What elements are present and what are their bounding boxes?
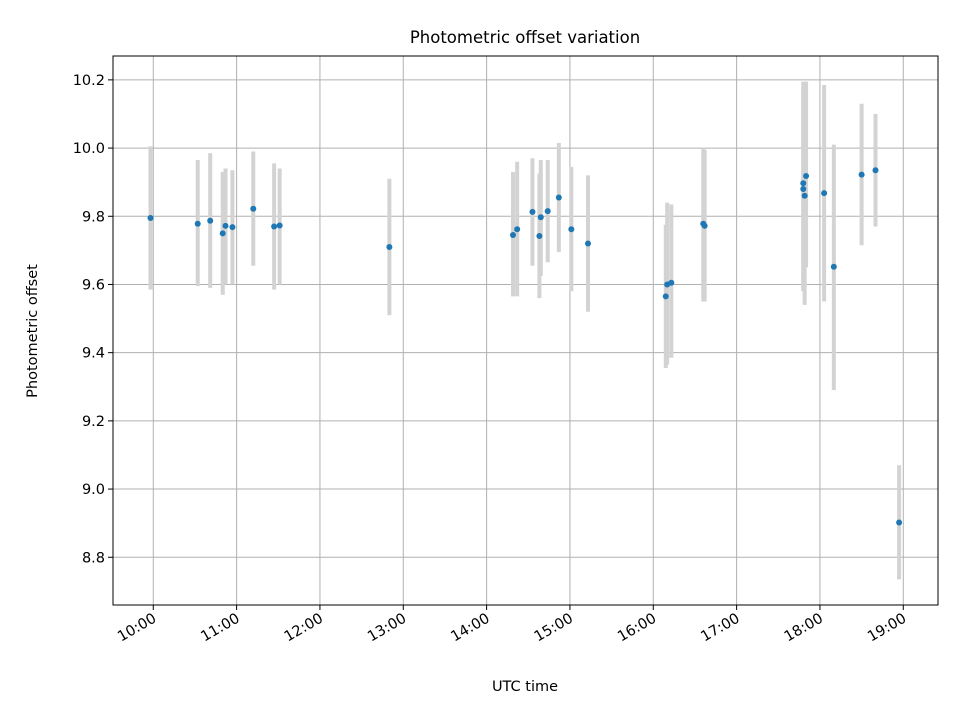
y-tick-label: 10.0 — [73, 141, 105, 157]
data-point — [668, 279, 675, 286]
grid-lines — [113, 56, 938, 605]
data-point — [585, 240, 591, 247]
y-tick-label: 10.2 — [73, 73, 105, 89]
data-points — [147, 167, 903, 526]
data-point — [219, 230, 226, 237]
data-point — [250, 205, 257, 212]
data-point — [701, 222, 708, 229]
data-point — [536, 233, 543, 240]
data-point — [276, 222, 283, 229]
plot-frame — [112, 55, 939, 606]
data-point — [801, 192, 808, 199]
data-point — [386, 243, 393, 250]
data-point — [544, 208, 551, 215]
data-point — [858, 171, 865, 178]
y-axis-ticks: 8.8 9.0 9.2 9.4 9.6 9.8 10.0 10.2 — [73, 73, 113, 566]
data-point — [194, 220, 201, 227]
y-tick-label: 9.2 — [82, 414, 105, 430]
y-tick-label: 8.8 — [82, 550, 105, 566]
data-point — [800, 185, 807, 192]
chart-title: Photometric offset variation — [410, 28, 640, 47]
data-point — [510, 232, 516, 239]
data-point — [147, 214, 154, 221]
y-tick-label: 9.8 — [82, 209, 105, 225]
y-tick-label: 9.0 — [82, 482, 105, 498]
data-point — [830, 263, 837, 270]
data-point — [662, 293, 669, 300]
data-point — [529, 208, 536, 215]
data-point — [555, 194, 562, 201]
data-point — [803, 173, 810, 180]
y-tick-label: 9.6 — [82, 277, 105, 293]
data-point — [800, 180, 807, 187]
data-point — [872, 167, 879, 174]
data-point — [514, 226, 521, 233]
data-point — [821, 190, 828, 197]
data-point — [222, 222, 229, 229]
x-axis-label: UTC time — [492, 679, 558, 695]
data-point — [896, 519, 903, 526]
data-point — [537, 214, 544, 221]
data-point — [229, 224, 236, 231]
y-axis-label: Photometric offset — [25, 264, 41, 398]
data-point — [271, 223, 278, 230]
y-tick-label: 9.4 — [82, 346, 105, 362]
data-point — [207, 217, 214, 224]
data-point — [568, 226, 575, 233]
